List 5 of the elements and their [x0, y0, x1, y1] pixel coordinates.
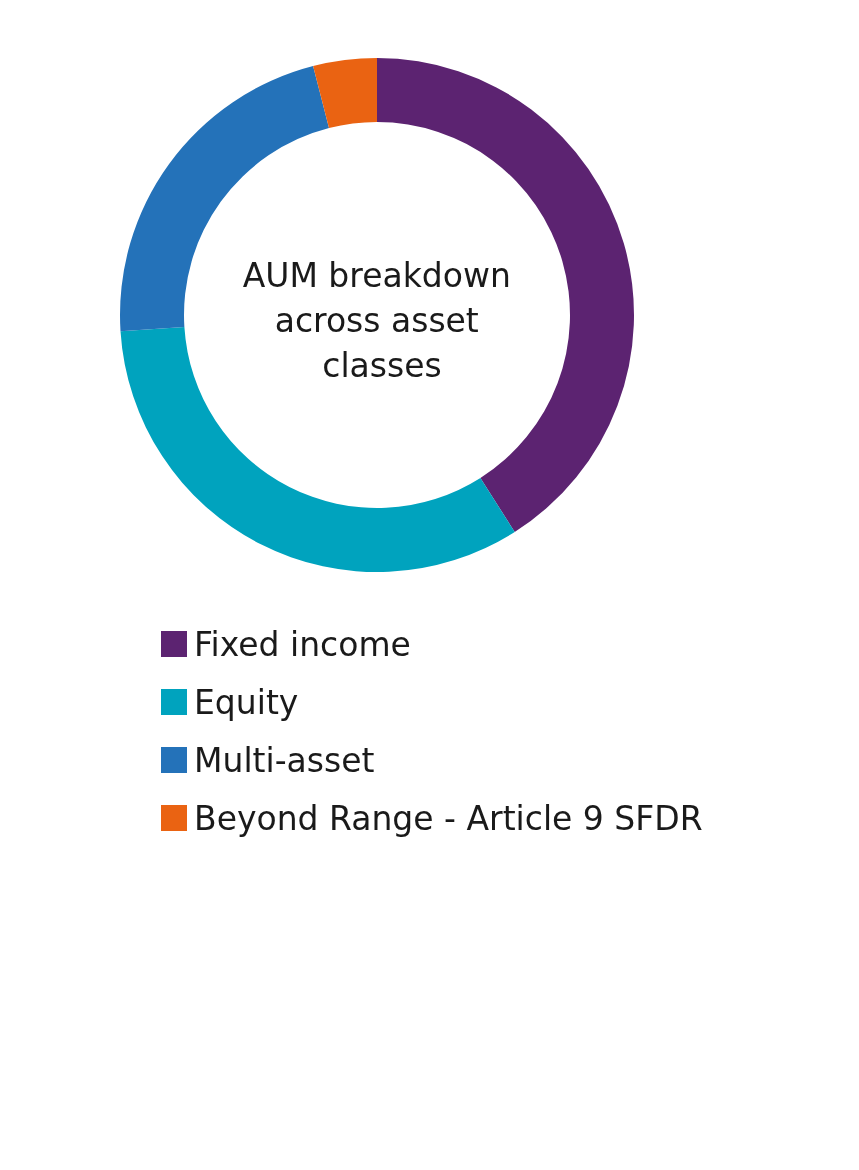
legend-label: Beyond Range - Article 9 SFDR: [194, 798, 703, 838]
legend-label: Equity: [194, 682, 299, 722]
legend-label: Multi-asset: [194, 740, 375, 780]
text: AUM breakdown across asset classes: [242, 255, 522, 385]
legend-label: Fixed income: [194, 624, 411, 664]
